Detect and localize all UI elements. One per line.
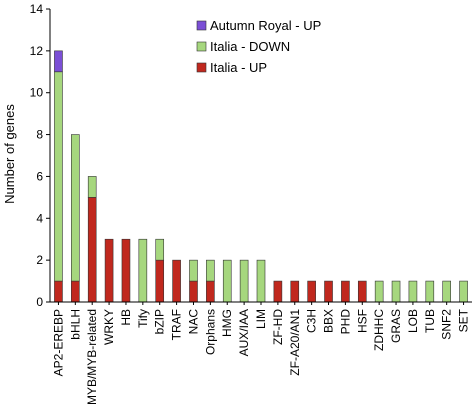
bar-segment: [341, 280, 350, 303]
bar-segment: [189, 259, 198, 282]
x-tick-label: ZF-A20/AN1: [288, 309, 302, 376]
x-tick-label: Tify: [136, 309, 150, 328]
x-tick-label: NAC: [186, 309, 200, 335]
legend-label: Italia - DOWN: [210, 39, 290, 54]
x-tick-label: GRAS: [389, 309, 403, 343]
bar-segment: [121, 238, 131, 303]
y-tick-label: 2: [36, 253, 43, 267]
bar-segment: [87, 176, 97, 198]
x-tick-label: bZIP: [153, 309, 167, 334]
bar-segment: [87, 197, 97, 303]
bar-segment: [425, 280, 435, 303]
bar-segment: [138, 238, 148, 303]
bar-segment: [374, 280, 384, 303]
bar-segment: [54, 71, 63, 282]
x-tick-label: HB: [119, 309, 133, 326]
y-tick-label: 4: [36, 211, 43, 225]
legend-swatch: [196, 20, 207, 31]
bar-segment: [307, 280, 316, 303]
bar-segment: [357, 280, 367, 303]
x-tick-label: MYB/MYB-related: [85, 309, 99, 405]
bar-segment: [71, 134, 80, 282]
x-tick-label: bHLH: [68, 309, 82, 340]
legend-swatch: [196, 41, 207, 52]
bar-segment: [324, 280, 333, 303]
bar-segment: [442, 280, 451, 303]
bar-segment: [206, 280, 215, 303]
x-tick-label: TUB: [423, 309, 437, 333]
y-tick-label: 12: [30, 44, 44, 58]
x-tick-label: LOB: [406, 309, 420, 333]
legend: Autumn Royal - UP Italia - DOWN Italia - U…: [196, 18, 321, 75]
bar-segment: [189, 280, 198, 303]
y-axis-ticks: 0 2 4 6 8 10 12 14: [30, 2, 50, 309]
x-tick-label: AUX/IAA: [237, 309, 251, 356]
bar-segment: [155, 238, 165, 261]
y-axis-title: Number of genes: [2, 104, 17, 204]
x-tick-label: SNF2: [440, 309, 454, 340]
bar-segment: [408, 280, 418, 303]
x-tick-label: Orphans: [203, 309, 217, 355]
bar-segment: [256, 259, 266, 303]
x-tick-label: HSF: [355, 309, 369, 333]
legend-swatch: [196, 62, 207, 73]
bar-segment: [104, 238, 114, 303]
bar-segment: [222, 259, 232, 303]
y-tick-label: 6: [36, 169, 43, 183]
x-tick-label: BBX: [322, 309, 336, 333]
x-tick-label: HMG: [220, 309, 234, 337]
bar-segment: [54, 280, 63, 303]
bar-segment: [155, 259, 165, 303]
bar-segment: [290, 280, 300, 303]
bar-segment: [54, 50, 63, 73]
x-axis-ticks: AP2-EREBP bHLH MYB/MYB-related WRKY HB Tify bZ…: [51, 302, 471, 405]
bar-segment: [273, 280, 283, 303]
bar-segment: [459, 280, 468, 303]
bar-segment: [239, 259, 249, 303]
legend-label: Autumn Royal - UP: [210, 18, 321, 33]
x-tick-label: ZDHHC: [372, 309, 386, 351]
y-tick-label: 0: [36, 295, 43, 309]
legend-label: Italia - UP: [210, 60, 267, 75]
y-tick-label: 8: [36, 128, 43, 142]
y-tick-label: 10: [30, 86, 44, 100]
bar-segment: [172, 259, 181, 303]
x-tick-label: WRKY: [102, 309, 116, 345]
x-tick-label: PHD: [338, 309, 352, 335]
y-tick-label: 14: [30, 2, 44, 16]
bars: [54, 50, 468, 303]
bar-segment: [71, 280, 80, 303]
x-tick-label: TRAF: [170, 309, 184, 340]
x-tick-label: C3H: [305, 309, 319, 333]
bar-segment: [206, 259, 215, 282]
x-tick-label: AP2-EREBP: [51, 309, 65, 376]
x-tick-label: SET: [457, 308, 471, 332]
x-tick-label: LIM: [254, 309, 268, 329]
x-tick-label: ZF-HD: [271, 309, 285, 345]
bar-segment: [391, 280, 401, 303]
